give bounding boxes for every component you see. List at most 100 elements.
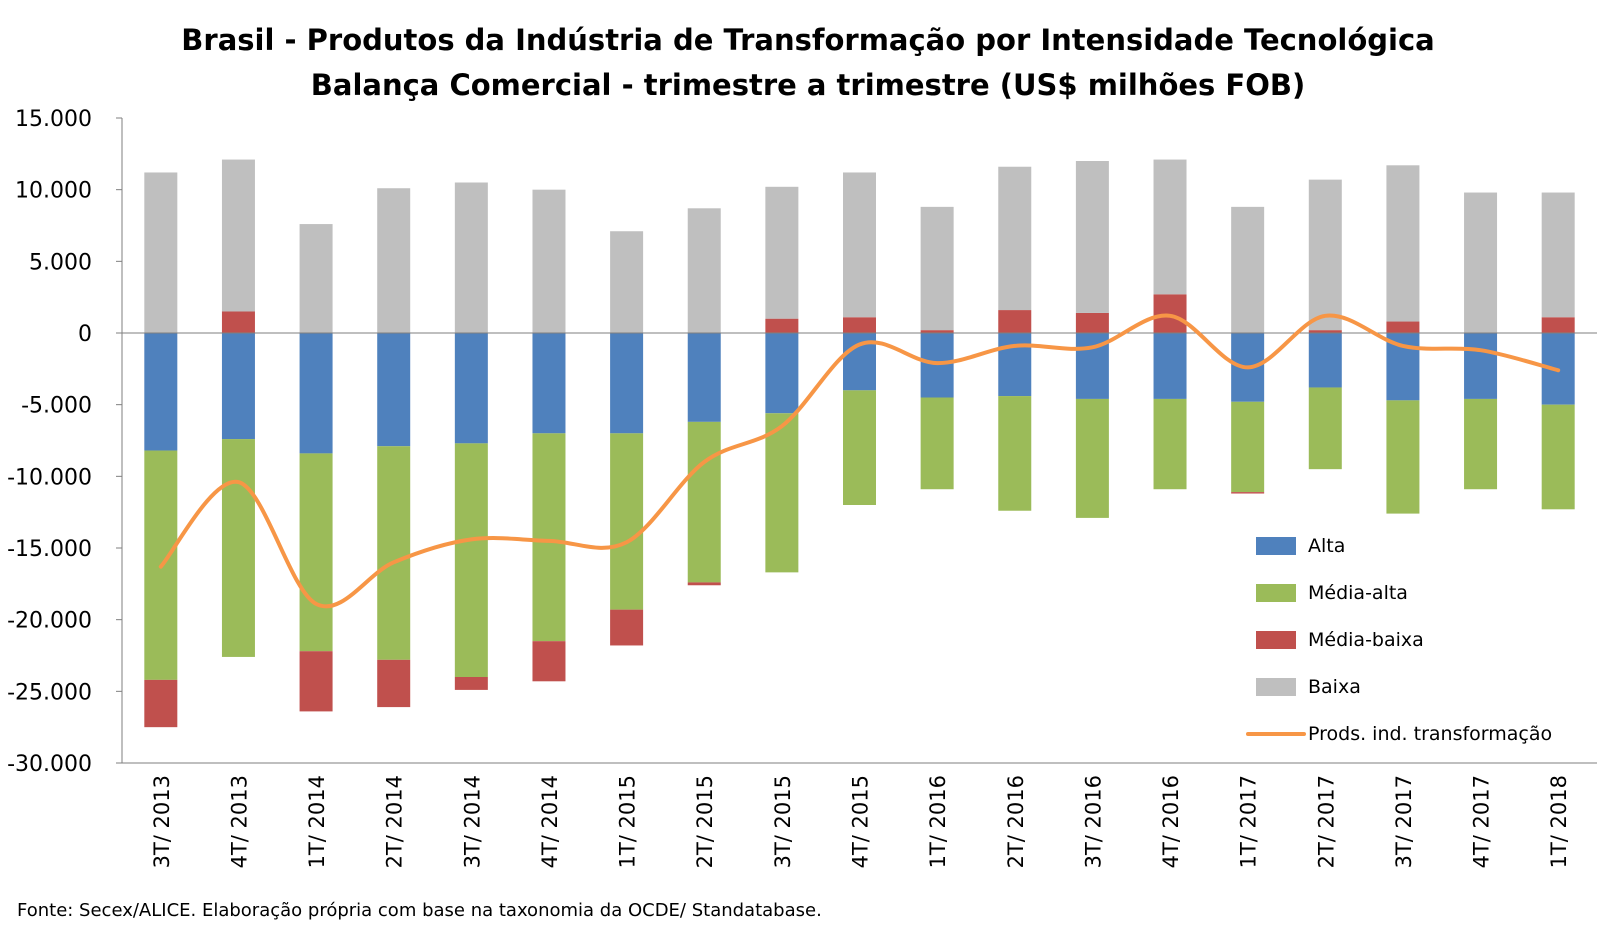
bar-baixa — [998, 166, 1032, 311]
x-tick-label: 4T/ 2013 — [227, 775, 251, 868]
bar-alta — [687, 333, 721, 422]
bar-alta — [765, 333, 799, 414]
x-tick-label: 4T/ 2014 — [538, 775, 562, 868]
bar-baixa — [687, 208, 721, 333]
bar-m-dia-baixa — [454, 677, 488, 690]
x-tick-label: 1T/ 2018 — [1547, 775, 1571, 868]
bar-m-dia-baixa — [1153, 294, 1187, 333]
bar-m-dia-baixa — [144, 679, 178, 728]
y-tick-label: 0 — [78, 322, 92, 347]
x-tick-label: 2T/ 2016 — [1004, 775, 1028, 868]
bar-baixa — [920, 206, 954, 331]
bar-m-dia-baixa — [1541, 317, 1575, 333]
bar-alta — [1153, 333, 1187, 399]
bar-m-dia-alta — [377, 446, 411, 660]
bar-m-dia-alta — [998, 396, 1032, 511]
bar-m-dia-alta — [610, 433, 644, 610]
bar-m-dia-baixa — [377, 659, 411, 708]
bar-alta — [532, 333, 566, 434]
bar-alta — [454, 333, 488, 444]
x-tick-label: 1T/ 2015 — [616, 775, 640, 868]
bar-baixa — [1075, 161, 1109, 313]
legend-label-m-dia-baixa: Média-baixa — [1308, 629, 1424, 651]
bar-m-dia-alta — [1464, 398, 1498, 490]
bar-m-dia-baixa — [1308, 330, 1342, 333]
bar-alta — [144, 333, 178, 451]
bars — [144, 159, 1575, 728]
y-tick-label: -10.000 — [7, 465, 92, 490]
x-tick-label: 3T/ 2015 — [771, 775, 795, 868]
bar-m-dia-baixa — [221, 311, 255, 333]
x-tick-label: 4T/ 2017 — [1470, 775, 1494, 868]
bar-m-dia-baixa — [920, 330, 954, 333]
bar-m-dia-baixa — [1075, 312, 1109, 333]
bar-alta — [377, 333, 411, 447]
y-tick-label: 15.000 — [15, 107, 92, 132]
bar-baixa — [1464, 192, 1498, 333]
bar-m-dia-baixa — [843, 317, 876, 333]
line-prods-ind-transformacao — [158, 313, 1561, 609]
x-tick-label: 2T/ 2015 — [693, 775, 717, 868]
bar-alta — [998, 333, 1032, 397]
x-tick-label: 3T/ 2016 — [1081, 775, 1105, 868]
bar-baixa — [1308, 179, 1342, 331]
bar-m-dia-alta — [843, 390, 876, 505]
bar-m-dia-alta — [532, 433, 566, 642]
bar-m-dia-alta — [1386, 400, 1420, 514]
x-axis: 3T/ 2013 4T/ 2013 1T/ 2014 2T/ 2014 3T/ 2014… — [122, 762, 1597, 868]
bar-m-dia-baixa — [687, 582, 721, 586]
bar-baixa — [144, 172, 178, 333]
legend-swatch-m-dia-baixa — [1256, 631, 1296, 649]
bar-baixa — [1541, 192, 1575, 318]
source-note: Fonte: Secex/ALICE. Elaboração própria c… — [17, 900, 822, 921]
bar-m-dia-baixa — [610, 609, 644, 646]
bar-m-dia-baixa — [998, 310, 1032, 333]
bar-m-dia-alta — [299, 453, 333, 652]
bar-baixa — [1386, 165, 1420, 322]
bar-alta — [1464, 333, 1498, 399]
y-tick-label: -5.000 — [21, 394, 92, 419]
legend-swatch-baixa — [1256, 678, 1296, 696]
x-tick-label: 2T/ 2014 — [383, 775, 407, 868]
bar-baixa — [221, 159, 255, 312]
bar-alta — [1308, 333, 1342, 388]
bar-baixa — [1231, 206, 1265, 333]
legend-label-alta: Alta — [1308, 535, 1345, 557]
x-tick-label: 4T/ 2016 — [1159, 775, 1183, 868]
bar-baixa — [299, 224, 333, 333]
chart-title: Brasil - Produtos da Indústria de Transf… — [181, 23, 1434, 57]
bar-m-dia-alta — [454, 443, 488, 677]
x-tick-label: 1T/ 2014 — [305, 775, 329, 868]
bar-alta — [299, 333, 333, 454]
legend-label-baixa: Baixa — [1308, 676, 1361, 698]
bar-baixa — [765, 186, 799, 319]
line-series — [158, 313, 1561, 609]
y-tick-label: -15.000 — [7, 537, 92, 562]
bar-baixa — [610, 231, 644, 333]
bar-m-dia-alta — [687, 421, 721, 583]
chart-subtitle: Balança Comercial - trimestre a trimestr… — [311, 68, 1305, 102]
x-tick-label: 2T/ 2017 — [1314, 775, 1338, 868]
y-tick-label: -25.000 — [7, 680, 92, 705]
bar-m-dia-alta — [765, 413, 799, 573]
bar-m-dia-baixa — [765, 318, 799, 333]
y-tick-label: -20.000 — [7, 609, 92, 634]
y-tick-label: -30.000 — [7, 752, 92, 777]
legend-label-prods-ind-transforma-o: Prods. ind. transformação — [1308, 723, 1552, 745]
legend-swatch-m-dia-alta — [1256, 584, 1296, 602]
bar-m-dia-alta — [1153, 398, 1187, 490]
bar-alta — [610, 333, 644, 434]
bar-baixa — [843, 172, 876, 318]
bar-baixa — [377, 188, 411, 333]
bar-m-dia-alta — [221, 439, 255, 657]
bar-m-dia-baixa — [1386, 321, 1420, 333]
bar-m-dia-baixa — [299, 651, 333, 712]
bar-baixa — [1153, 159, 1187, 295]
legend-swatch-alta — [1256, 537, 1296, 555]
x-tick-label: 1T/ 2017 — [1237, 775, 1261, 868]
y-axis: 15.000 10.000 5.000 0 -5.000 -10.000 -15.000 -2… — [7, 107, 123, 777]
x-tick-label: 3T/ 2017 — [1392, 775, 1416, 868]
bar-m-dia-alta — [1075, 398, 1109, 518]
legend: Alta Média-alta Média-baixa Baixa Prods. ind… — [1246, 535, 1552, 745]
